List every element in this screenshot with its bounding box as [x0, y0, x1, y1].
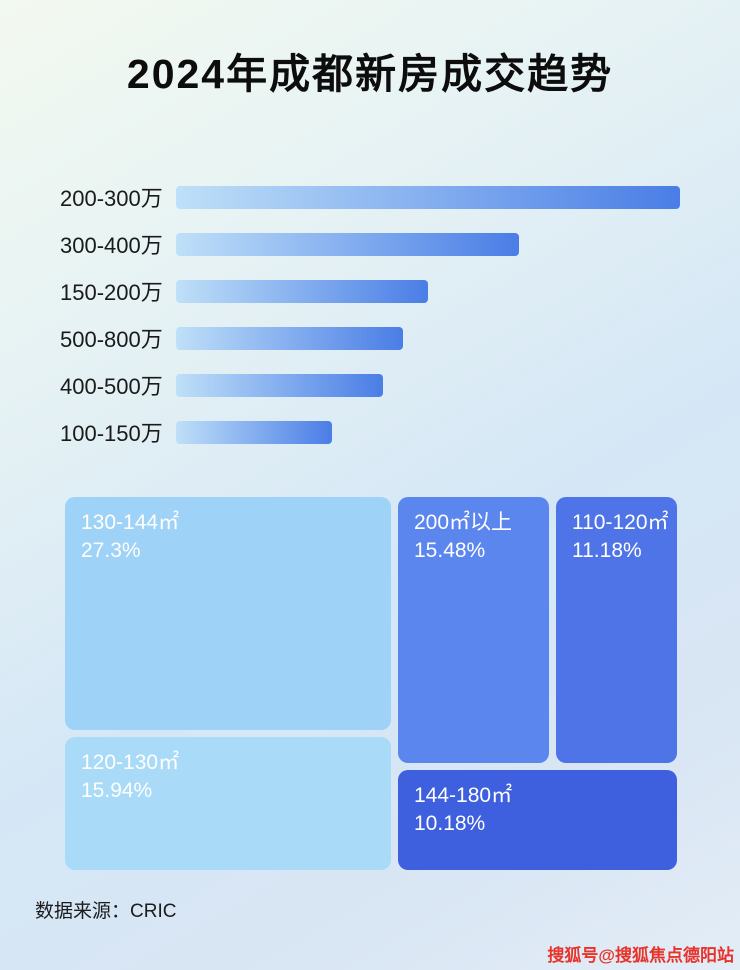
treemap-block-name: 110-120㎡: [572, 511, 669, 534]
bar-category-label: 300-400万: [60, 233, 163, 258]
bar-track: [176, 373, 680, 397]
treemap-block-value: 15.94%: [81, 779, 153, 803]
bar-200-300: [176, 185, 680, 209]
treemap-block-name: 130-144㎡: [81, 511, 180, 534]
bar-100-150: [176, 420, 333, 444]
bar-track: [176, 326, 680, 350]
bar-row: 200-300万: [60, 185, 680, 211]
bar-chart: 200-300万 300-400万 150-200万 500-800万 400-…: [60, 185, 680, 467]
bar-row: 150-200万: [60, 279, 680, 305]
treemap-block-200-plus: 200㎡以上 15.48%: [398, 497, 549, 763]
treemap-block-130-144: 130-144㎡ 27.3%: [65, 497, 391, 730]
treemap-block-110-120: 110-120㎡ 11.18%: [556, 497, 677, 763]
bar-category-label: 200-300万: [60, 186, 163, 211]
treemap-block-name: 120-130㎡: [81, 751, 180, 774]
bar-track: [176, 279, 680, 303]
bar-500-800: [176, 326, 403, 350]
bar-category-label: 150-200万: [60, 280, 163, 305]
bar-row: 100-150万: [60, 420, 680, 446]
treemap: 130-144㎡ 27.3% 120-130㎡ 15.94% 200㎡以上 15…: [65, 497, 677, 870]
treemap-block-value: 10.18%: [414, 812, 486, 836]
treemap-block-value: 15.48%: [414, 539, 486, 563]
treemap-block-name: 200㎡以上: [414, 511, 513, 534]
bar-150-200: [176, 279, 428, 303]
bar-row: 300-400万: [60, 232, 680, 258]
bar-row: 400-500万: [60, 373, 680, 399]
page-title: 2024年成都新房成交趋势: [126, 51, 614, 97]
bar-track: [176, 232, 680, 256]
treemap-block-144-180: 144-180㎡ 10.18%: [398, 770, 677, 870]
watermark: 搜狐号@搜狐焦点德阳站: [547, 946, 734, 965]
treemap-block-value: 11.18%: [572, 539, 642, 563]
bar-400-500: [176, 373, 383, 397]
bar-category-label: 500-800万: [60, 327, 163, 352]
bar-category-label: 400-500万: [60, 374, 163, 399]
treemap-block-120-130: 120-130㎡ 15.94%: [65, 737, 391, 870]
bar-300-400: [176, 232, 519, 256]
data-source: 数据来源：CRIC: [35, 901, 177, 922]
bar-row: 500-800万: [60, 326, 680, 352]
bar-track: [176, 420, 680, 444]
treemap-block-value: 27.3%: [81, 539, 141, 563]
bar-track: [176, 185, 680, 209]
bar-category-label: 100-150万: [60, 421, 163, 446]
treemap-block-name: 144-180㎡: [414, 784, 513, 807]
